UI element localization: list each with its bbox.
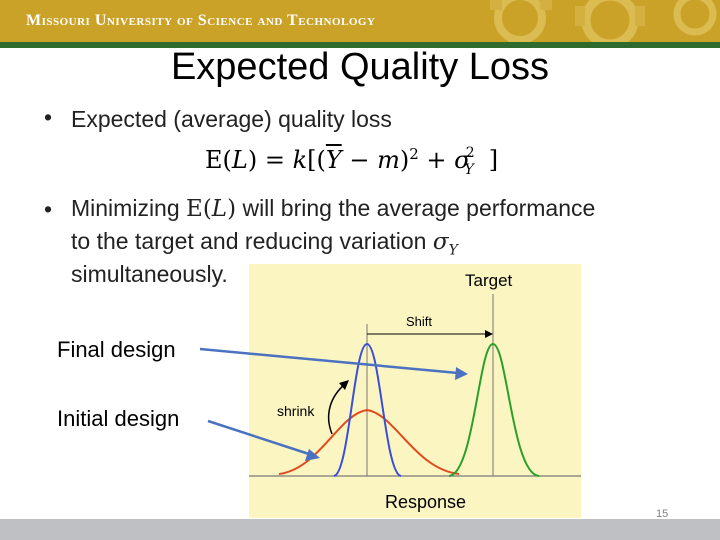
- shift-label: Shift: [406, 314, 432, 329]
- bullet-minimizing-line3: simultaneously.: [71, 261, 228, 287]
- slide-title: Expected Quality Loss: [170, 46, 550, 88]
- bullet-minimizing-line1: Minimizing E(L) will bring the average p…: [71, 193, 595, 224]
- gear-logo-icon: [490, 0, 717, 42]
- institution-name: Missouri University of Science and Techn…: [26, 12, 376, 29]
- initial-design-label: Initial design: [57, 406, 180, 431]
- bullet-marker: •: [44, 104, 53, 130]
- bullet-minimizing-text-a: Minimizing: [71, 195, 187, 221]
- initial-distribution-curve: [278, 408, 460, 475]
- response-label: Response: [385, 492, 466, 512]
- header-stripe: [0, 42, 720, 48]
- bullet-expected-loss: Expected (average) quality loss: [71, 106, 392, 132]
- expected-loss-symbol: E(L): [186, 196, 237, 222]
- distribution-figure: Shift Target shrink Response: [249, 264, 581, 518]
- shrink-label: shrink: [277, 403, 315, 419]
- bullet-minimizing-text-c: to the target and reducing variation: [71, 228, 433, 254]
- bullet-minimizing-line2: to the target and reducing variation σY: [71, 226, 458, 266]
- shrunk-distribution-curve: [333, 342, 402, 477]
- distribution-plot: Shift Target shrink Response: [249, 271, 581, 512]
- footer-bar: [0, 519, 720, 540]
- header-band: Missouri University of Science and Techn…: [0, 0, 720, 42]
- final-design-label: Final design: [57, 337, 176, 362]
- shrink-arrow: [327, 383, 346, 435]
- bullet-marker: •: [44, 196, 53, 222]
- shift-arrowhead: [485, 330, 493, 338]
- shrink-arrowhead: [339, 380, 349, 390]
- target-label: Target: [465, 271, 513, 290]
- page-number: 15: [656, 508, 669, 520]
- final-distribution-curve: [448, 342, 540, 477]
- bullet-minimizing-text-b: will bring the average performance: [236, 195, 596, 221]
- sigma-symbol: σY: [432, 229, 458, 259]
- quality-loss-equation: E(L) = k[(Y − m)2 + σY2]: [205, 145, 499, 178]
